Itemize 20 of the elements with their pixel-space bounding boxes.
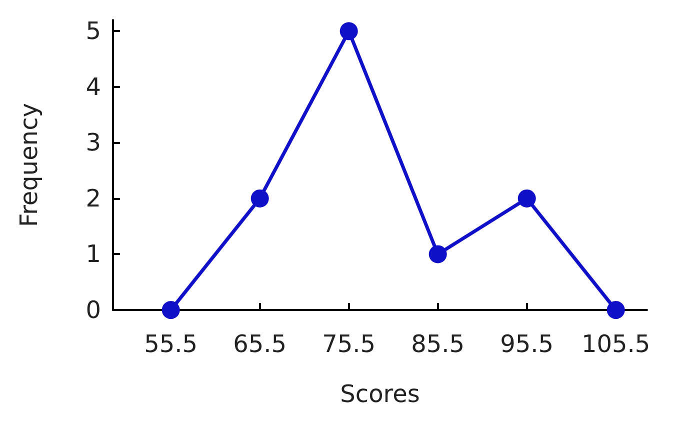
y-tick-label: 3 <box>86 128 101 157</box>
point <box>250 189 269 208</box>
point <box>340 22 358 40</box>
point <box>162 301 180 319</box>
point <box>428 245 447 264</box>
y-axis-title: Frequency <box>15 103 43 227</box>
x-tick-label: 85.5 <box>411 330 465 358</box>
x-tick-label: 65.5 <box>233 330 287 358</box>
x-tick-label: 75.5 <box>322 330 376 358</box>
y-tick-label: 1 <box>86 240 101 268</box>
x-tick-label: 105.5 <box>581 330 650 358</box>
x-tick-label: 95.5 <box>500 330 554 358</box>
y-tick-label: 0 <box>86 296 101 324</box>
point <box>606 301 625 319</box>
x-tick-label: 55.5 <box>144 330 198 358</box>
x-axis-title: Scores <box>340 380 420 408</box>
y-tick-label: 4 <box>86 72 101 101</box>
point <box>518 189 536 208</box>
y-tick-label: 2 <box>86 184 101 212</box>
y-tick-label: 5 <box>86 17 101 46</box>
